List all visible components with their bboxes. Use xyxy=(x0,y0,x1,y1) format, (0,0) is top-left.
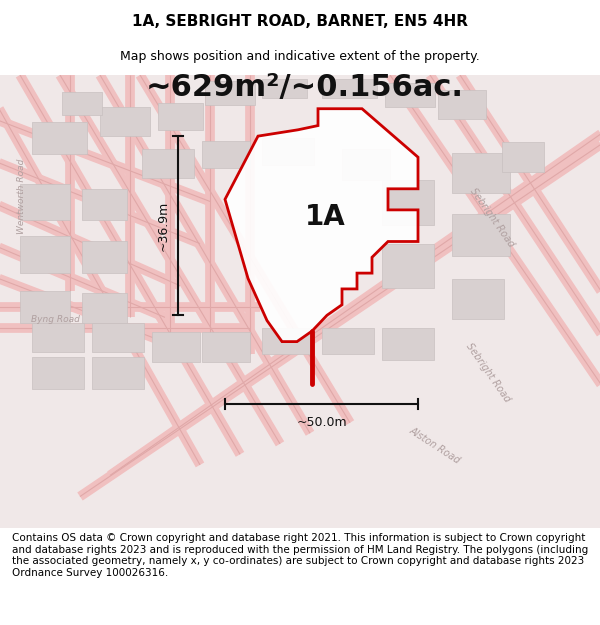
Text: 1A: 1A xyxy=(305,203,346,231)
Text: ~50.0m: ~50.0m xyxy=(296,416,347,429)
Bar xyxy=(100,107,150,136)
Text: ~36.9m: ~36.9m xyxy=(157,201,170,251)
Bar xyxy=(205,81,255,104)
Bar xyxy=(452,214,510,256)
Bar xyxy=(82,241,127,273)
Bar xyxy=(62,92,102,115)
Bar xyxy=(142,149,194,178)
Bar xyxy=(262,79,307,98)
Bar xyxy=(158,104,203,130)
Bar xyxy=(382,244,434,288)
Text: Wentworth Road: Wentworth Road xyxy=(17,159,26,234)
Polygon shape xyxy=(225,109,418,342)
Bar xyxy=(452,153,510,193)
Text: Map shows position and indicative extent of the property.: Map shows position and indicative extent… xyxy=(120,50,480,62)
Text: 1A, SEBRIGHT ROAD, BARNET, EN5 4HR: 1A, SEBRIGHT ROAD, BARNET, EN5 4HR xyxy=(132,14,468,29)
Text: Sebright Road: Sebright Road xyxy=(468,186,516,249)
Bar xyxy=(452,279,504,319)
Bar xyxy=(152,332,200,362)
Text: Sebright Road: Sebright Road xyxy=(464,341,512,404)
Bar xyxy=(382,328,434,359)
Bar xyxy=(82,293,127,322)
Bar xyxy=(322,328,374,354)
Bar xyxy=(92,322,144,352)
Bar xyxy=(322,79,377,98)
Bar xyxy=(82,189,127,221)
Text: Alston Road: Alston Road xyxy=(407,426,463,466)
Bar xyxy=(438,90,486,119)
Bar xyxy=(502,142,544,172)
Bar xyxy=(262,328,314,354)
Bar xyxy=(262,138,314,164)
Bar xyxy=(32,122,87,154)
Bar xyxy=(20,184,70,221)
Bar xyxy=(32,357,84,389)
Bar xyxy=(202,141,250,168)
Bar xyxy=(382,181,434,224)
Text: Contains OS data © Crown copyright and database right 2021. This information is : Contains OS data © Crown copyright and d… xyxy=(12,533,588,578)
Bar xyxy=(385,83,435,107)
Bar xyxy=(32,322,84,352)
Text: Byng Road: Byng Road xyxy=(31,315,79,324)
Text: ~629m²/~0.156ac.: ~629m²/~0.156ac. xyxy=(146,73,464,102)
Bar xyxy=(342,149,390,181)
Bar xyxy=(20,291,70,322)
Bar xyxy=(92,357,144,389)
Bar xyxy=(202,332,250,362)
Bar xyxy=(20,236,70,273)
